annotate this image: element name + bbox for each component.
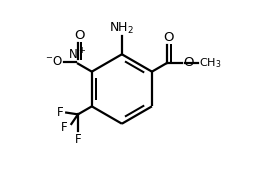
Text: CH$_3$: CH$_3$ [199,56,221,70]
Text: N$^+$: N$^+$ [68,48,86,63]
Text: NH$_2$: NH$_2$ [109,20,134,36]
Text: O: O [164,30,174,43]
Text: F: F [61,121,68,134]
Text: $^{-}$O: $^{-}$O [45,55,63,68]
Text: O: O [74,29,85,42]
Text: F: F [75,134,81,146]
Text: O: O [183,56,194,69]
Text: F: F [57,106,63,119]
